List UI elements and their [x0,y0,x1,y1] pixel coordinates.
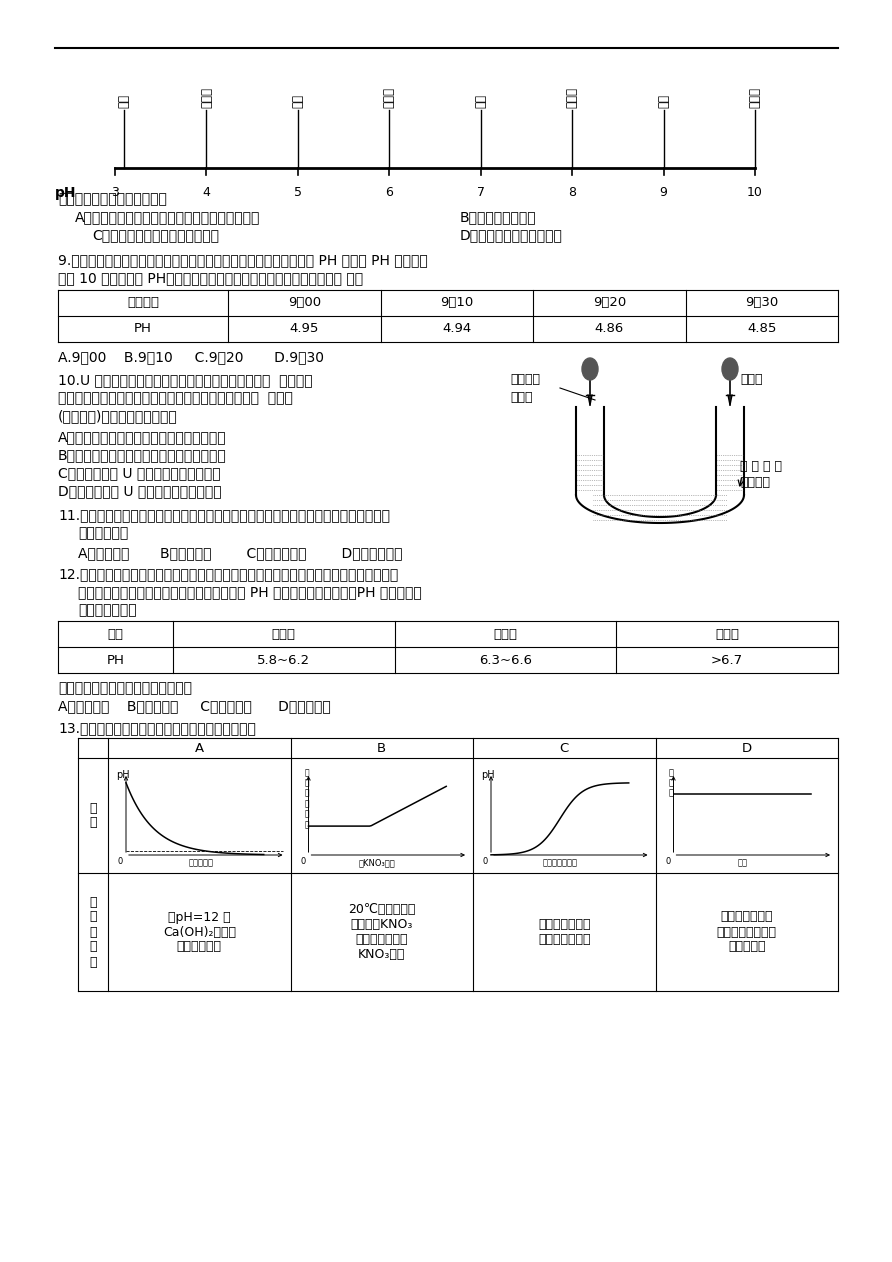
Text: 次鲜肉: 次鲜肉 [493,627,517,641]
Text: 4.94: 4.94 [442,323,471,336]
Text: 6.3~6.6: 6.3~6.6 [479,654,532,666]
Text: 加水的质量: 加水的质量 [189,858,214,867]
Text: 9：10: 9：10 [440,297,474,309]
Text: 肥皂水: 肥皂水 [748,87,762,109]
Text: 时间: 时间 [738,858,747,867]
Text: 9：00: 9：00 [288,297,321,309]
Text: 5: 5 [293,186,301,199]
Text: C．酱油显碱性，可使酚酞变红色: C．酱油显碱性，可使酚酞变红色 [92,228,219,242]
Text: 9：20: 9：20 [592,297,626,309]
Text: 加烧碱溶液的量: 加烧碱溶液的量 [542,858,577,867]
Text: 氢氧化钠: 氢氧化钠 [510,374,540,386]
Text: A．煮骨头汤时加点醋，有利于增加汤中钙的含量: A．煮骨头汤时加点醋，有利于增加汤中钙的含量 [75,209,260,223]
Text: 10.U 形管中是滴有酚酞试液的蒸馏水，向左、右两管  氢氧化钠: 10.U 形管中是滴有酚酞试液的蒸馏水，向左、右两管 氢氧化钠 [58,374,312,387]
Text: 牙膏: 牙膏 [657,93,670,109]
Text: 12.近段时间，我国某些地区猪肉价格上涨幅度较大，因而有些不法分子常售出不新鲜的猪: 12.近段时间，我国某些地区猪肉价格上涨幅度较大，因而有些不法分子常售出不新鲜的… [58,567,398,581]
Text: 每隔 10 分钟测一次 PH，其数据如下表所示，其中雨水酸性最强的时刻 是：: 每隔 10 分钟测一次 PH，其数据如下表所示，其中雨水酸性最强的时刻 是： [58,271,363,285]
Text: 图
像: 图 像 [89,801,96,829]
Text: 稀盐酸: 稀盐酸 [740,374,763,386]
Text: D．胃酸过多的人宜多吃葡: D．胃酸过多的人宜多吃葡 [460,228,563,242]
Text: 8: 8 [568,186,576,199]
Text: 将一定质量的碳
在密闭容器中（含
空气）加热: 将一定质量的碳 在密闭容器中（含 空气）加热 [717,910,777,954]
Text: 变质肉: 变质肉 [715,627,739,641]
Text: 葡萄汁: 葡萄汁 [200,87,213,109]
Text: 西瓜汁: 西瓜汁 [383,87,396,109]
Text: >6.7: >6.7 [711,654,743,666]
Text: 4.95: 4.95 [290,323,319,336]
Text: 测定时间: 测定时间 [127,297,159,309]
Text: 新鲜肉: 新鲜肉 [272,627,296,641]
Text: 的蒸馏水: 的蒸馏水 [740,476,770,488]
Text: 肉来坑害消费者。猪肉的新鲜度可以通地测试 PH 来判断。有资料显示，PH 与猪肉的新: 肉来坑害消费者。猪肉的新鲜度可以通地测试 PH 来判断。有资料显示，PH 与猪肉… [78,586,422,599]
Text: 向稀盐酸中滴加
过量的烧碱溶液: 向稀盐酸中滴加 过量的烧碱溶液 [538,917,591,946]
Text: B: B [377,742,386,755]
Text: A．开始时左边溶液呈蓝色，右边溶液呈红色: A．开始时左边溶液呈蓝色，右边溶液呈红色 [58,430,227,444]
Text: (如图所示)。下列说法正确的是: (如图所示)。下列说法正确的是 [58,409,178,423]
Ellipse shape [722,358,738,380]
Text: 0: 0 [118,857,123,866]
Text: C: C [559,742,569,755]
Text: 鲜度的关系为：: 鲜度的关系为： [78,603,136,617]
Text: 0: 0 [483,857,488,866]
Text: 4.85: 4.85 [747,323,776,336]
Text: 向pH=12 的
Ca(OH)₂溶液中
不断加水稀释: 向pH=12 的 Ca(OH)₂溶液中 不断加水稀释 [162,910,235,954]
Text: 中分别同时逐滴滴加一定量的氢氧化钠稀溶液和稀盐酸  稀溶液: 中分别同时逐滴滴加一定量的氢氧化钠稀溶液和稀盐酸 稀溶液 [58,391,293,405]
Text: pH: pH [481,770,495,780]
Text: 11.白蚁能分泌出蚁酸。蚁酸的化学性质与盐酸相似，能腐蚀很多物质。下列最不容易被: 11.白蚁能分泌出蚁酸。蚁酸的化学性质与盐酸相似，能腐蚀很多物质。下列最不容易被 [58,509,390,522]
Text: 猪肉在变质过程中酸性强弱的变化为: 猪肉在变质过程中酸性强弱的变化为 [58,681,192,695]
Text: 5.8~6.2: 5.8~6.2 [257,654,310,666]
Ellipse shape [582,358,598,380]
Text: PH: PH [106,654,125,666]
Text: A．镀锌水管       B．铜制塑像        C．大理石栏杆        D．铝合金门窗: A．镀锌水管 B．铜制塑像 C．大理石栏杆 D．铝合金门窗 [78,546,402,560]
Text: A: A [194,742,203,755]
Text: 10: 10 [747,186,763,199]
Text: 加KNO₃质量: 加KNO₃质量 [359,858,396,867]
Text: 稀溶液: 稀溶液 [510,391,533,404]
Text: pH: pH [116,770,130,780]
Text: 4: 4 [202,186,211,199]
Text: 9：30: 9：30 [745,297,779,309]
Text: PH: PH [134,323,152,336]
Text: 0: 0 [665,857,671,866]
Text: 实
验
或
事
实: 实 验 或 事 实 [89,896,96,968]
Text: 3: 3 [112,186,119,199]
Text: D．充分反应后 U 形管中溶液一定呈无色: D．充分反应后 U 形管中溶液一定呈无色 [58,485,221,498]
Text: B．开始时左边溶液呈无色，右边溶液呈红色: B．开始时左边溶液呈无色，右边溶液呈红色 [58,448,227,462]
Text: 4.86: 4.86 [595,323,624,336]
Text: 0: 0 [301,857,305,866]
Text: 7: 7 [476,186,484,199]
Text: B．牙膏是中性物质: B．牙膏是中性物质 [460,209,537,223]
Text: pH: pH [55,186,77,199]
Text: 9: 9 [659,186,667,199]
Text: 酱油: 酱油 [292,93,304,109]
Text: 滴 有 酚 酞: 滴 有 酚 酞 [740,461,782,473]
Text: 牛奶: 牛奶 [475,93,487,109]
Text: 参照上图，下列说法正确的是: 参照上图，下列说法正确的是 [58,192,167,206]
Text: 9.某学校化学课外活动小组的同学，取刚降到地面的雨水的水样，用 PH 计（测 PH 的仪器）: 9.某学校化学课外活动小组的同学，取刚降到地面的雨水的水样，用 PH 计（测 P… [58,252,428,268]
Text: 食醋: 食醋 [118,93,130,109]
Text: C．充分反应后 U 形管中溶液可能呈红色: C．充分反应后 U 形管中溶液可能呈红色 [58,466,220,480]
Text: A.9：00    B.9：10     C.9：20       D.9：30: A.9：00 B.9：10 C.9：20 D.9：30 [58,350,324,363]
Text: 20℃时，向一杯
不饱和的KNO₃
溶液中逐步加入
KNO₃晶体: 20℃时，向一杯 不饱和的KNO₃ 溶液中逐步加入 KNO₃晶体 [348,904,416,960]
Text: 13.下列所示图像能正确反映对应的实验或事实的是: 13.下列所示图像能正确反映对应的实验或事实的是 [58,721,256,734]
Text: A．逐渐变强    B．逐渐变弱     C．保持不变      D．无法确定: A．逐渐变强 B．逐渐变弱 C．保持不变 D．无法确定 [58,699,331,713]
Text: 总
质
量: 总 质 量 [669,769,674,798]
Text: 6: 6 [385,186,393,199]
Text: D: D [741,742,752,755]
Text: 溶
质
质
量
分
数: 溶 质 质 量 分 数 [304,769,309,829]
Text: 蚁酸腐蚀的是: 蚁酸腐蚀的是 [78,526,128,540]
Text: 名称: 名称 [108,627,123,641]
Text: 玉米粥: 玉米粥 [566,87,579,109]
